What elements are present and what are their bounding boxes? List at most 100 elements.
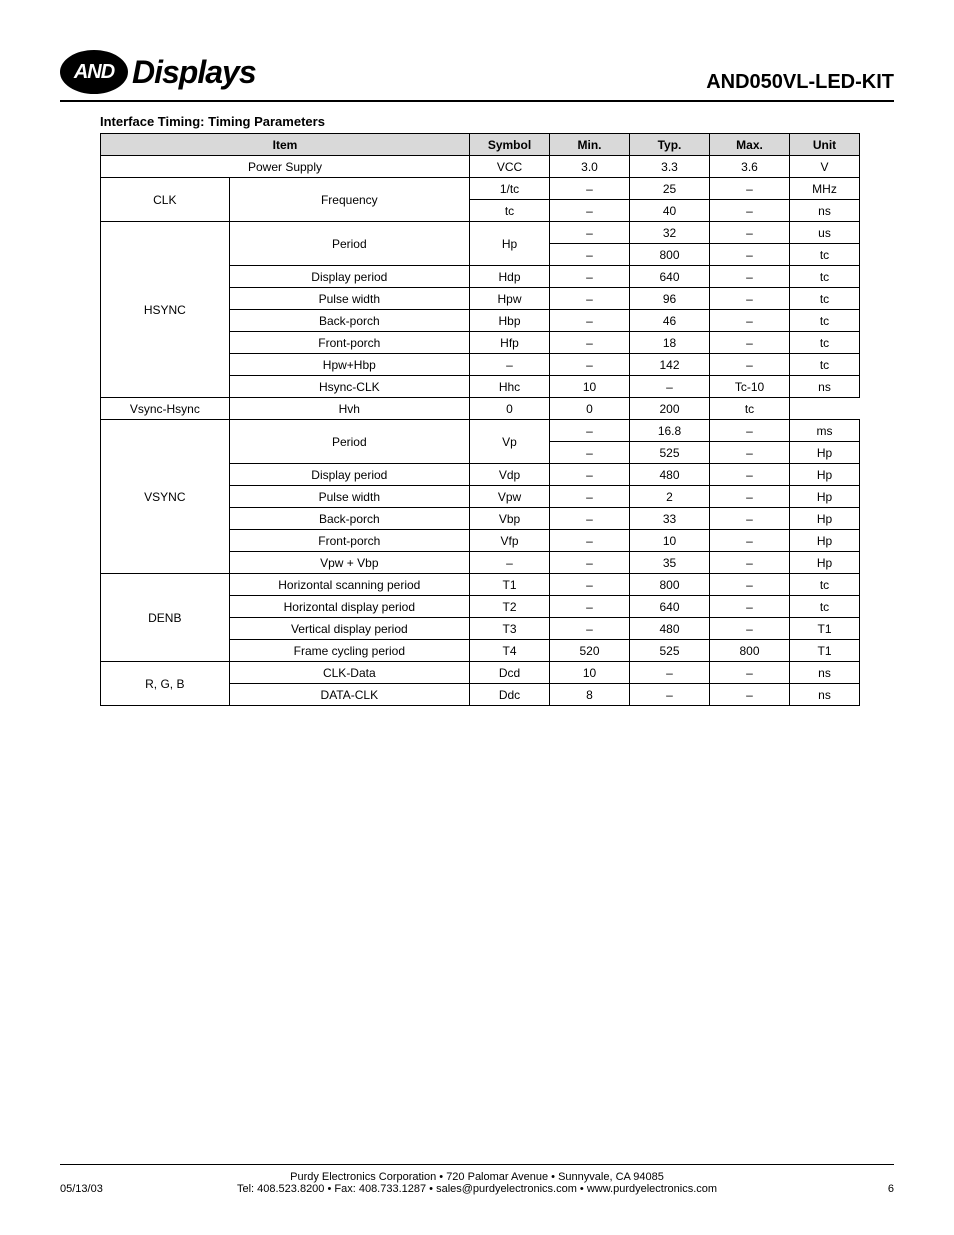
cell: Display period: [229, 464, 469, 486]
cell: 32: [630, 222, 710, 244]
cell: R, G, B: [101, 662, 230, 706]
cell: Period: [229, 222, 469, 266]
cell: T3: [470, 618, 550, 640]
cell: 35: [630, 552, 710, 574]
cell: –: [550, 332, 630, 354]
th-min: Min.: [550, 134, 630, 156]
cell: DATA-CLK: [229, 684, 469, 706]
timing-table-head: Item Symbol Min. Typ. Max. Unit: [101, 134, 860, 156]
cell: 16.8: [630, 420, 710, 442]
cell: –: [710, 288, 790, 310]
cell: Hhc: [470, 376, 550, 398]
cell: tc: [790, 266, 860, 288]
cell: 480: [630, 464, 710, 486]
cell: 8: [550, 684, 630, 706]
cell: Vfp: [470, 530, 550, 552]
cell: –: [550, 508, 630, 530]
cell: –: [550, 244, 630, 266]
th-symbol: Symbol: [470, 134, 550, 156]
cell: Frequency: [229, 178, 469, 222]
footer-date: 05/13/03: [60, 1183, 103, 1195]
cell: tc: [710, 398, 790, 420]
page: AND Displays AND050VL-LED-KIT Interface …: [0, 0, 954, 706]
cell: Hsync-CLK: [229, 376, 469, 398]
cell: Frame cycling period: [229, 640, 469, 662]
cell: tc: [470, 200, 550, 222]
cell: Front-porch: [229, 332, 469, 354]
cell: Power Supply: [101, 156, 470, 178]
cell: –: [710, 442, 790, 464]
cell: 640: [630, 266, 710, 288]
cell: tc: [790, 354, 860, 376]
cell: 3.0: [550, 156, 630, 178]
footer-line2: Tel: 408.523.8200 • Fax: 408.733.1287 • …: [60, 1183, 894, 1195]
th-typ: Typ.: [630, 134, 710, 156]
cell: –: [550, 266, 630, 288]
cell: tc: [790, 310, 860, 332]
cell: Hvh: [229, 398, 469, 420]
cell: Display period: [229, 266, 469, 288]
cell: –: [710, 266, 790, 288]
cell: –: [550, 574, 630, 596]
logo-text: Displays: [132, 54, 256, 91]
cell: –: [710, 464, 790, 486]
cell: –: [550, 222, 630, 244]
cell: –: [550, 552, 630, 574]
cell: –: [710, 354, 790, 376]
cell: –: [470, 552, 550, 574]
cell: 0: [550, 398, 630, 420]
cell: –: [550, 310, 630, 332]
cell: T1: [790, 618, 860, 640]
cell: –: [710, 684, 790, 706]
cell: 3.6: [710, 156, 790, 178]
logo-badge: AND: [60, 50, 128, 94]
cell: 33: [630, 508, 710, 530]
cell: CLK-Data: [229, 662, 469, 684]
th-max: Max.: [710, 134, 790, 156]
page-header: AND Displays AND050VL-LED-KIT: [60, 50, 894, 102]
cell: us: [790, 222, 860, 244]
cell: VCC: [470, 156, 550, 178]
section-title: Interface Timing: Timing Parameters: [100, 114, 894, 129]
cell: 10: [630, 530, 710, 552]
cell: Period: [229, 420, 469, 464]
cell: –: [710, 332, 790, 354]
cell: Vertical display period: [229, 618, 469, 640]
cell: 800: [630, 244, 710, 266]
cell: 640: [630, 596, 710, 618]
cell: –: [550, 178, 630, 200]
cell: –: [710, 662, 790, 684]
th-item: Item: [101, 134, 470, 156]
cell: –: [710, 200, 790, 222]
cell: –: [550, 464, 630, 486]
cell: V: [790, 156, 860, 178]
table-row: VSYNCPeriodVp–16.8–ms: [101, 420, 860, 442]
cell: tc: [790, 574, 860, 596]
cell: –: [710, 178, 790, 200]
cell: 25: [630, 178, 710, 200]
cell: 200: [630, 398, 710, 420]
cell: CLK: [101, 178, 230, 222]
cell: Hbp: [470, 310, 550, 332]
cell: Pulse width: [229, 486, 469, 508]
cell: –: [550, 596, 630, 618]
timing-table: Item Symbol Min. Typ. Max. Unit Power Su…: [100, 133, 860, 706]
part-number: AND050VL-LED-KIT: [706, 71, 894, 94]
cell: 40: [630, 200, 710, 222]
cell: Vpw + Vbp: [229, 552, 469, 574]
table-row: Power SupplyVCC3.03.33.6V: [101, 156, 860, 178]
cell: Hfp: [470, 332, 550, 354]
cell: ns: [790, 200, 860, 222]
cell: Hp: [790, 508, 860, 530]
cell: Hp: [790, 530, 860, 552]
th-unit: Unit: [790, 134, 860, 156]
cell: –: [710, 486, 790, 508]
cell: HSYNC: [101, 222, 230, 398]
cell: ns: [790, 376, 860, 398]
cell: tc: [790, 596, 860, 618]
cell: –: [630, 376, 710, 398]
cell: Back-porch: [229, 310, 469, 332]
table-row: R, G, BCLK-DataDcd10––ns: [101, 662, 860, 684]
cell: tc: [790, 288, 860, 310]
cell: Vpw: [470, 486, 550, 508]
